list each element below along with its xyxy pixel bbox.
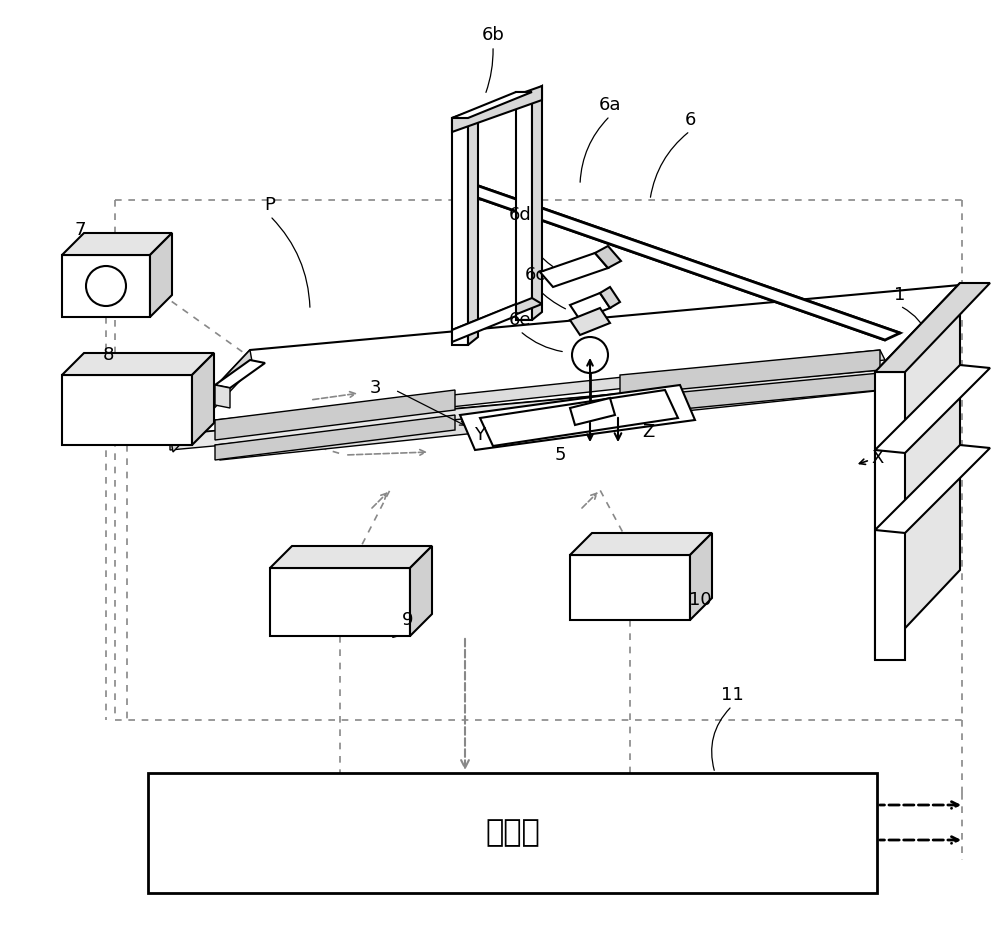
- Polygon shape: [570, 533, 712, 555]
- Polygon shape: [620, 373, 880, 415]
- Text: 6a: 6a: [599, 96, 621, 114]
- Polygon shape: [875, 283, 990, 372]
- Polygon shape: [215, 375, 885, 460]
- Text: X: X: [872, 449, 884, 467]
- Polygon shape: [215, 350, 885, 432]
- Text: 11: 11: [721, 686, 743, 704]
- Polygon shape: [620, 350, 880, 395]
- Text: 9: 9: [402, 611, 414, 629]
- Text: Z: Z: [642, 423, 654, 441]
- Text: 6c: 6c: [524, 266, 546, 284]
- Text: 6: 6: [684, 111, 696, 129]
- Polygon shape: [570, 398, 615, 425]
- Polygon shape: [875, 445, 990, 533]
- Polygon shape: [215, 415, 455, 460]
- Text: 6b: 6b: [482, 26, 504, 44]
- Polygon shape: [170, 285, 960, 435]
- Polygon shape: [192, 353, 214, 445]
- Polygon shape: [62, 255, 150, 317]
- Polygon shape: [540, 253, 608, 287]
- Text: 10: 10: [689, 591, 711, 609]
- Polygon shape: [62, 375, 192, 445]
- Polygon shape: [148, 773, 877, 893]
- Polygon shape: [452, 298, 542, 336]
- Polygon shape: [570, 308, 610, 335]
- Polygon shape: [460, 385, 695, 450]
- Polygon shape: [468, 112, 478, 345]
- Polygon shape: [516, 92, 532, 320]
- Text: 计算机: 计算机: [485, 819, 540, 847]
- Polygon shape: [215, 360, 265, 388]
- Polygon shape: [215, 390, 455, 440]
- Circle shape: [572, 337, 608, 373]
- Text: 6e: 6e: [509, 311, 531, 329]
- Text: 8: 8: [102, 346, 114, 364]
- Polygon shape: [875, 283, 960, 660]
- Polygon shape: [170, 350, 253, 452]
- Polygon shape: [600, 287, 620, 308]
- Polygon shape: [62, 353, 214, 375]
- Polygon shape: [452, 92, 532, 118]
- Polygon shape: [595, 246, 621, 268]
- Text: 6d: 6d: [509, 206, 531, 224]
- Polygon shape: [875, 372, 905, 660]
- Polygon shape: [570, 293, 610, 320]
- Polygon shape: [532, 86, 542, 320]
- Text: 3: 3: [369, 379, 381, 397]
- Polygon shape: [270, 568, 410, 636]
- Polygon shape: [410, 546, 432, 636]
- Polygon shape: [270, 546, 432, 568]
- Polygon shape: [170, 370, 880, 450]
- Circle shape: [86, 266, 126, 306]
- Polygon shape: [150, 233, 172, 317]
- Polygon shape: [452, 304, 516, 342]
- Polygon shape: [875, 365, 990, 453]
- Polygon shape: [690, 533, 712, 620]
- Text: Y: Y: [475, 426, 486, 444]
- Polygon shape: [452, 86, 542, 132]
- Polygon shape: [570, 555, 690, 620]
- Text: P: P: [265, 196, 275, 214]
- Polygon shape: [480, 390, 678, 446]
- Polygon shape: [455, 183, 900, 340]
- Text: 7: 7: [74, 221, 86, 239]
- Text: 5: 5: [554, 446, 566, 464]
- Polygon shape: [452, 118, 468, 345]
- Polygon shape: [62, 233, 172, 255]
- Polygon shape: [215, 385, 230, 408]
- Text: 1: 1: [894, 286, 906, 304]
